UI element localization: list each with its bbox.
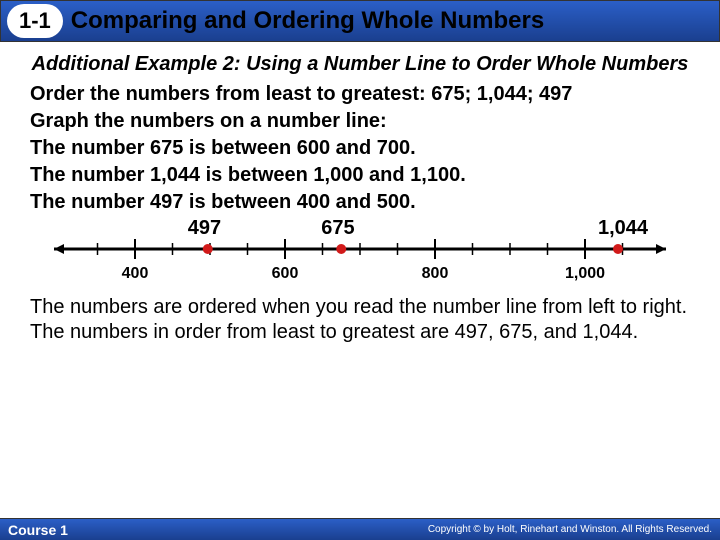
axis-tick-label: 600 <box>272 265 299 283</box>
content-area: Additional Example 2: Using a Number Lin… <box>0 42 720 289</box>
point-label: 1,044 <box>598 217 648 240</box>
lesson-number-badge: 1-1 <box>7 4 63 38</box>
lower-line: The numbers in order from least to great… <box>30 320 690 345</box>
lower-text: The numbers are ordered when you read th… <box>0 293 720 345</box>
header-title: Comparing and Ordering Whole Numbers <box>71 7 544 35</box>
footer-bar: Course 1 Copyright © by Holt, Rinehart a… <box>0 518 720 540</box>
number-line: 497 675 1,044 400 600 800 1,000 <box>40 219 680 289</box>
example-subtitle: Additional Example 2: Using a Number Lin… <box>30 52 690 76</box>
header-bar: 1-1 Comparing and Ordering Whole Numbers <box>0 0 720 42</box>
point-label: 497 <box>188 217 221 240</box>
lower-line: The numbers are ordered when you read th… <box>30 295 690 320</box>
footer-copyright: Copyright © by Holt, Rinehart and Winsto… <box>428 524 712 535</box>
axis-tick-label: 800 <box>422 265 449 283</box>
footer-course: Course 1 <box>8 522 68 538</box>
body-line: The number 497 is between 400 and 500. <box>30 190 690 215</box>
body-line: Order the numbers from least to greatest… <box>30 82 690 107</box>
axis-tick-label: 1,000 <box>565 265 605 283</box>
point-label: 675 <box>321 217 354 240</box>
axis-tick-label: 400 <box>122 265 149 283</box>
body-line: The number 675 is between 600 and 700. <box>30 136 690 161</box>
body-line: Graph the numbers on a number line: <box>30 109 690 134</box>
body-text: Order the numbers from least to greatest… <box>30 82 690 215</box>
body-line: The number 1,044 is between 1,000 and 1,… <box>30 163 690 188</box>
